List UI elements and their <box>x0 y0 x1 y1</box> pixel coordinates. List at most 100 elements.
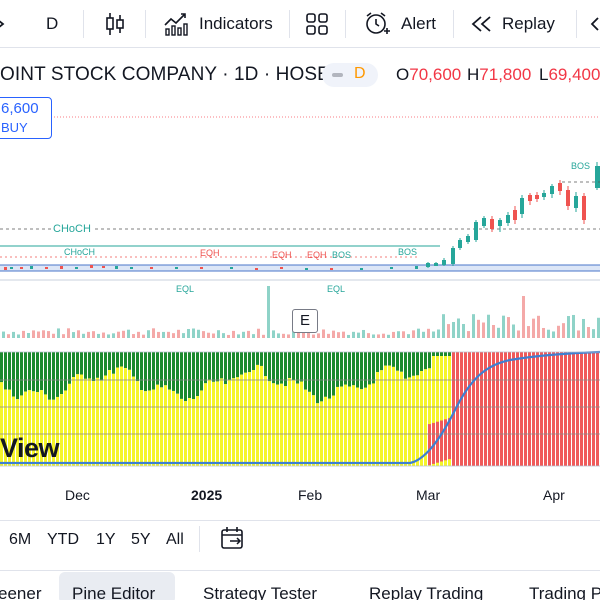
data-status-badge[interactable]: D <box>322 63 378 87</box>
osc-bar-yellow <box>140 390 143 466</box>
osc-bar-green <box>260 352 263 366</box>
tab-screener[interactable]: eener <box>0 584 42 600</box>
osc-bar-green <box>188 352 191 399</box>
osc-bar-green <box>396 352 399 371</box>
volume-bar <box>122 330 125 338</box>
volume-bar <box>477 319 480 338</box>
volume-bar <box>202 331 205 338</box>
alert-button[interactable]: Alert <box>363 0 436 48</box>
range-5y[interactable]: 5Y <box>131 531 151 548</box>
volume-bar <box>452 322 455 338</box>
volume-bar <box>197 329 200 338</box>
volume-bar <box>577 330 580 338</box>
volume-bar <box>177 329 180 338</box>
osc-bar-yellow <box>384 365 387 466</box>
osc-bar-green <box>136 352 139 382</box>
osc-bar-green <box>16 352 19 400</box>
high-value: 71,800 <box>479 65 532 84</box>
osc-bar-yellow <box>64 390 67 466</box>
osc-bar-yellow <box>192 399 195 466</box>
osc-bar-green <box>280 352 283 384</box>
osc-bar-red <box>440 420 443 462</box>
toolbar-divider <box>345 10 346 38</box>
osc-bar-red <box>576 352 579 466</box>
osc-bar-red <box>520 352 523 466</box>
osc-bar-yellow <box>396 370 399 466</box>
osc-bar-yellow <box>276 384 279 466</box>
volume-bar <box>337 332 340 338</box>
osc-bar-yellow <box>324 396 327 466</box>
osc-bar-yellow <box>352 385 355 466</box>
volume-bar <box>542 327 545 338</box>
volume-bar <box>327 333 330 338</box>
osc-bar-green <box>320 352 323 402</box>
volume-bar <box>2 331 5 338</box>
tab-pine-editor[interactable]: Pine Editor <box>72 584 156 600</box>
osc-bar-yellow <box>104 375 107 466</box>
osc-bar-yellow <box>432 356 435 466</box>
osc-bar-yellow <box>128 369 131 466</box>
goto-date-button[interactable] <box>220 526 246 557</box>
interval-button[interactable]: D <box>46 14 59 33</box>
range-ytd[interactable]: YTD <box>47 531 79 548</box>
low-key: L <box>539 65 549 84</box>
volume-bar <box>507 317 510 338</box>
order-price-box[interactable]: 6,600 BUY <box>0 97 52 139</box>
osc-bar-green <box>276 352 279 385</box>
osc-bar-yellow <box>176 393 179 466</box>
layout-templates-button[interactable] <box>306 0 328 48</box>
undo-button[interactable] <box>590 0 600 48</box>
bottom-panel-bar <box>0 570 600 600</box>
osc-bar-yellow <box>200 390 203 466</box>
osc-bar-green <box>68 352 71 384</box>
range-all[interactable]: All <box>166 531 184 548</box>
volume-bar <box>432 331 435 338</box>
tab-trading-panel[interactable]: Trading P <box>529 584 600 600</box>
osc-bar-green <box>48 352 51 400</box>
volume-bar <box>97 333 100 338</box>
tab-strategy-tester[interactable]: Strategy Tester <box>203 584 318 600</box>
osc-bar-green <box>292 352 295 381</box>
osc-bar-yellow <box>188 398 191 466</box>
osc-bar-yellow <box>88 378 91 466</box>
earnings-marker[interactable]: E <box>292 309 318 333</box>
symbol-title[interactable]: OINT STOCK COMPANY · 1D · HOSE <box>0 64 330 85</box>
volume-bar <box>182 333 185 338</box>
osc-bar-red <box>456 352 459 466</box>
indicators-button[interactable]: Indicators <box>163 0 273 48</box>
osc-bar-green <box>380 352 383 371</box>
top-toolbar: D Indicators <box>0 0 600 48</box>
candle-type-button[interactable] <box>104 0 126 48</box>
osc-bar-green <box>152 352 155 390</box>
price-chart[interactable]: CHoCH CHoCH EQH EQH EQH BOS BOS BOS EQL … <box>0 90 600 485</box>
osc-bar-green <box>408 352 411 378</box>
osc-bar-green <box>52 352 55 400</box>
range-6m[interactable]: 6M <box>9 531 32 548</box>
status-dots-icon <box>332 73 343 77</box>
range-bar <box>0 520 600 558</box>
osc-bar-yellow <box>336 386 339 466</box>
osc-bar-red <box>560 352 563 466</box>
osc-bar-green <box>420 352 423 372</box>
osc-bar-yellow <box>108 370 111 466</box>
osc-bar-yellow <box>256 364 259 466</box>
open-value: 70,600 <box>409 65 462 84</box>
osc-bar-green <box>88 352 91 379</box>
calendar-icon <box>221 527 243 549</box>
osc-bar-green <box>200 352 203 391</box>
osc-bar-green <box>56 352 59 397</box>
ohlc-open: O70,600 <box>396 65 461 85</box>
range-1y[interactable]: 1Y <box>96 531 116 548</box>
volume-bar <box>242 331 245 338</box>
osc-bar-green <box>32 352 35 392</box>
osc-bar-yellow <box>388 365 391 466</box>
replay-button[interactable]: Replay <box>470 0 555 48</box>
toolbar-fragment <box>0 0 10 48</box>
osc-bar-green <box>40 352 43 391</box>
volume-bar <box>492 324 495 338</box>
tab-replay-trading[interactable]: Replay Trading <box>369 584 484 600</box>
osc-bar-red <box>444 419 447 461</box>
osc-bar-yellow <box>424 369 427 466</box>
osc-bar-green <box>252 352 255 371</box>
volume-bar <box>227 334 230 338</box>
